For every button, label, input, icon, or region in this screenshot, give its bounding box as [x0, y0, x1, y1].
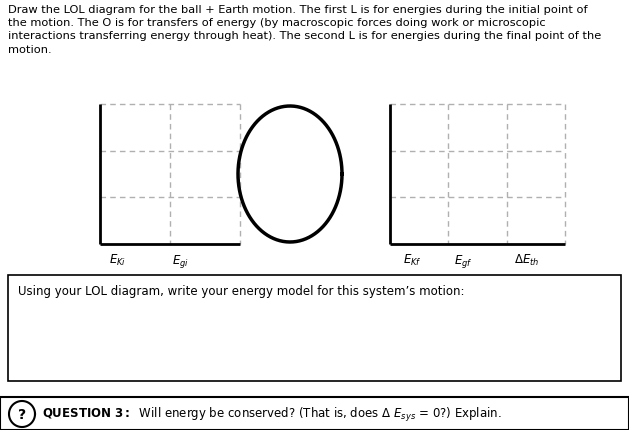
Bar	[0, 397, 629, 430]
Text: $E_{gf}$: $E_{gf}$	[454, 252, 472, 269]
Text: $E_{Ki}$: $E_{Ki}$	[109, 252, 126, 267]
Text: ?: ?	[18, 407, 26, 421]
Text: Draw the LOL diagram for the ball + Earth motion. The first L is for energies du: Draw the LOL diagram for the ball + Eart…	[8, 5, 601, 55]
Text: $E_{Kf}$: $E_{Kf}$	[403, 252, 421, 267]
Text: $E_{gi}$: $E_{gi}$	[172, 252, 189, 269]
Text: $\mathbf{QUESTION\ 3:}$  Will energy be conserved? (That is, does $\Delta\ E_{sy: $\mathbf{QUESTION\ 3:}$ Will energy be c…	[42, 405, 501, 423]
Text: $\Delta E_{th}$: $\Delta E_{th}$	[515, 252, 540, 267]
Text: Using your LOL diagram, write your energy model for this system’s motion:: Using your LOL diagram, write your energ…	[18, 284, 464, 297]
Bar	[8, 275, 621, 381]
